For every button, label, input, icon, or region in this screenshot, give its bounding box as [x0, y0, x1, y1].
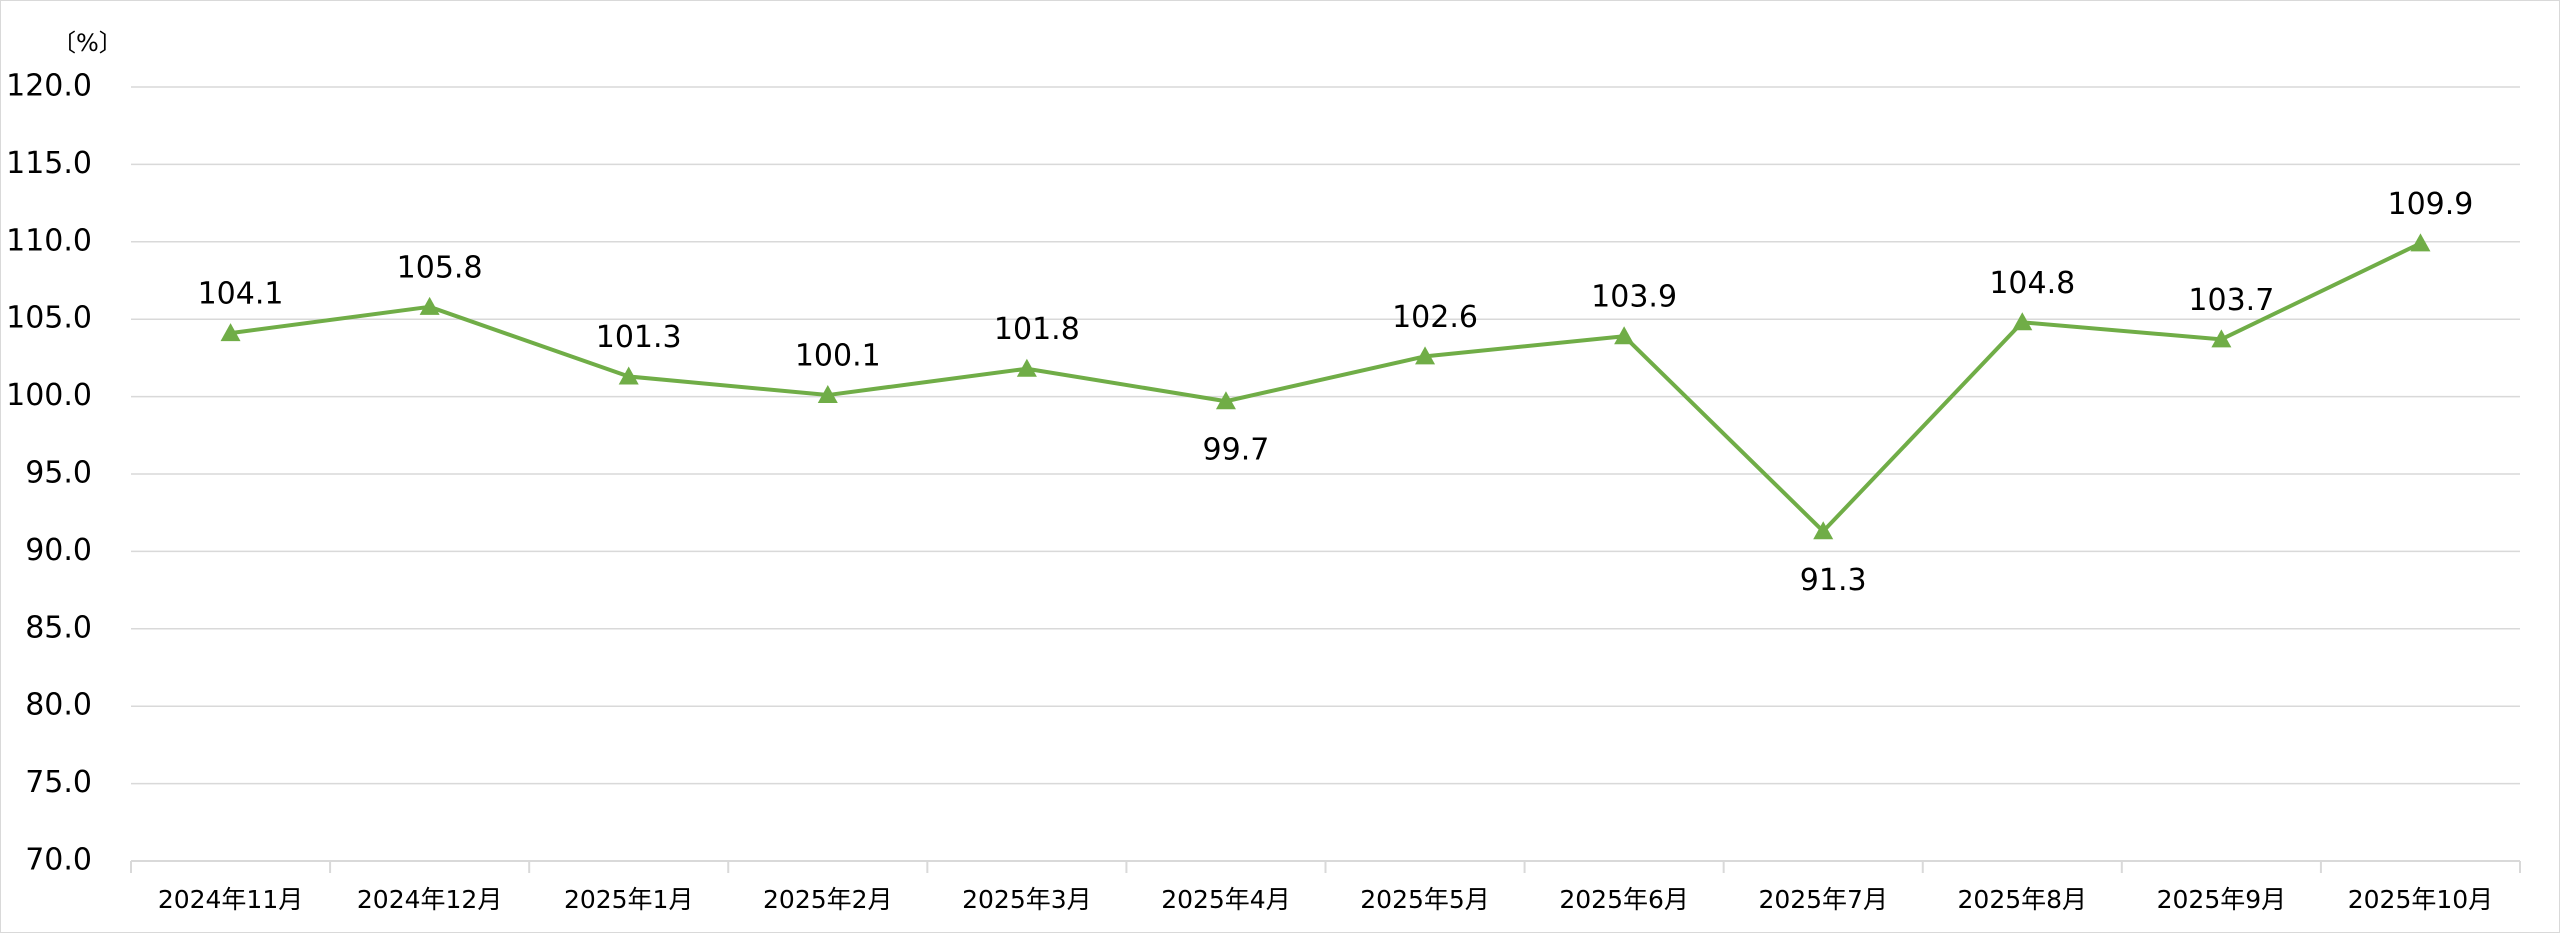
marker: [2410, 233, 2431, 252]
y-tick-label: 105.0: [6, 301, 92, 336]
data-label: 103.9: [1591, 280, 1677, 315]
y-tick-label: 70.0: [25, 843, 92, 878]
y-tick-label: 110.0: [6, 223, 92, 258]
y-unit: 〔%〕: [52, 29, 123, 57]
data-label: 104.1: [198, 277, 284, 312]
x-tick-label: 2025年10月: [2348, 885, 2493, 914]
marker: [2211, 329, 2232, 348]
data-label: 91.3: [1800, 563, 1867, 598]
y-tick-label: 85.0: [25, 610, 92, 645]
y-tick-label: 120.0: [6, 69, 92, 104]
x-tick-label: 2025年9月: [2157, 885, 2287, 914]
marker: [618, 366, 639, 385]
data-label: 102.6: [1392, 300, 1478, 335]
y-tick-label: 100.0: [6, 378, 92, 413]
x-tick-label: 2025年5月: [1360, 885, 1490, 914]
y-tick-label: 115.0: [6, 146, 92, 181]
data-label: 99.7: [1203, 433, 1270, 468]
data-label: 101.8: [994, 312, 1080, 347]
y-tick-label: 75.0: [25, 765, 92, 800]
marker: [1614, 326, 1635, 345]
x-tick-label: 2025年3月: [962, 885, 1092, 914]
data-label: 104.8: [1989, 266, 2075, 301]
y-tick-label: 95.0: [25, 456, 92, 491]
x-tick-label: 2025年8月: [1958, 885, 2088, 914]
data-label: 103.7: [2188, 283, 2274, 318]
y-tick-label: 80.0: [25, 688, 92, 723]
x-tick-label: 2024年12月: [357, 885, 502, 914]
marker: [1415, 346, 1436, 365]
x-tick-label: 2025年6月: [1559, 885, 1689, 914]
data-label: 101.3: [596, 320, 682, 355]
x-tick-label: 2025年4月: [1161, 885, 1291, 914]
x-tick-label: 2025年7月: [1758, 885, 1888, 914]
marker: [220, 323, 241, 342]
marker: [419, 296, 440, 315]
marker: [1016, 358, 1037, 377]
x-tick-label: 2024年11月: [158, 885, 303, 914]
data-label: 105.8: [397, 250, 483, 285]
line: [230, 241, 2422, 534]
x-tick-label: 2025年1月: [564, 885, 694, 914]
data-label: 100.1: [795, 339, 881, 374]
marker: [2012, 312, 2033, 331]
marker: [1215, 391, 1236, 410]
data-label: 109.9: [2388, 187, 2474, 222]
marker: [817, 385, 838, 404]
x-tick-label: 2025年2月: [763, 885, 893, 914]
marker: [1813, 521, 1834, 540]
y-tick-label: 90.0: [25, 533, 92, 568]
